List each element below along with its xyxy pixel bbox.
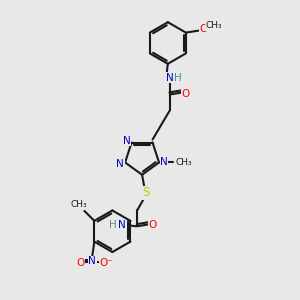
Text: N: N (116, 159, 124, 170)
Text: CH₃: CH₃ (205, 21, 222, 30)
Text: N: N (166, 73, 174, 83)
Text: CH₃: CH₃ (70, 200, 87, 209)
Text: S: S (142, 186, 150, 199)
Text: N: N (160, 158, 168, 167)
Text: O: O (149, 220, 157, 230)
Text: N: N (118, 220, 126, 230)
Text: N: N (88, 256, 96, 266)
Text: CH₃: CH₃ (176, 158, 192, 167)
Text: O⁻: O⁻ (99, 258, 113, 268)
Text: H: H (174, 73, 182, 83)
Text: O: O (182, 88, 190, 98)
Text: O: O (76, 258, 85, 268)
Text: H: H (110, 220, 117, 230)
Text: O: O (200, 24, 208, 34)
Text: N: N (123, 136, 130, 146)
